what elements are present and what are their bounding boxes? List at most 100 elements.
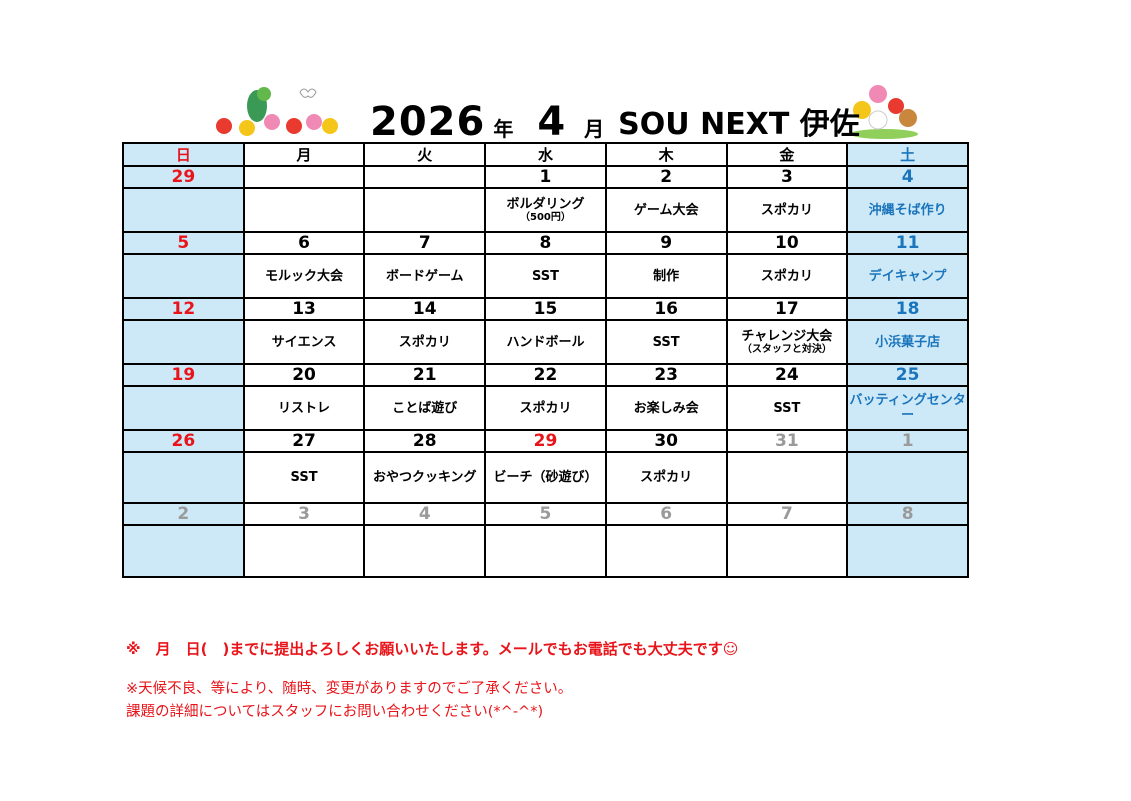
date-cell: 5 <box>484 502 607 526</box>
date-cell: 11 <box>846 231 969 255</box>
event-title: SST <box>652 334 680 350</box>
event-cell <box>725 524 849 578</box>
title-year: 2026 <box>370 99 486 145</box>
event-cell: SST <box>242 451 366 504</box>
event-cell: スポカリ <box>725 187 849 233</box>
date-cell: 27 <box>242 429 366 453</box>
event-title: バッティングセンター <box>849 393 966 423</box>
date-cell: 23 <box>604 363 728 387</box>
date-row: 29 1 2 3 4 <box>122 165 969 189</box>
date-cell: 4 <box>363 502 487 526</box>
date-cell: 3 <box>725 165 849 189</box>
date-cell: 26 <box>122 429 245 453</box>
event-cell <box>484 524 607 578</box>
tulips-animals-illustration <box>850 85 918 139</box>
event-cell: リストレ <box>242 385 366 431</box>
date-cell: 13 <box>242 297 366 321</box>
date-cell <box>363 165 487 189</box>
event-title: 小浜菓子店 <box>875 334 941 350</box>
event-cell: スポカリ <box>484 385 607 431</box>
event-cell <box>122 451 245 504</box>
date-cell: 7 <box>725 502 849 526</box>
date-cell: 3 <box>242 502 366 526</box>
event-title: モルック大会 <box>265 268 344 284</box>
event-cell: ボードゲーム <box>363 253 487 299</box>
date-cell: 14 <box>363 297 487 321</box>
event-cell: モルック大会 <box>242 253 366 299</box>
event-cell: スポカリ <box>363 319 487 365</box>
date-cell: 12 <box>122 297 245 321</box>
date-cell: 31 <box>725 429 849 453</box>
event-cell: おやつクッキング <box>363 451 487 504</box>
event-row: サイエンス スポカリ ハンドボール SST チャレンジ大会 （スタッフと対決） 小浜菓子店 <box>122 319 969 365</box>
event-subtitle: （500円） <box>520 212 571 223</box>
date-cell: 29 <box>484 429 607 453</box>
date-cell: 24 <box>725 363 849 387</box>
event-cell: SST <box>604 319 728 365</box>
event-cell: SST <box>725 385 849 431</box>
event-title: ゲーム大会 <box>633 202 699 218</box>
event-cell <box>122 187 245 233</box>
date-cell: 29 <box>122 165 245 189</box>
event-title: ハンドボール <box>506 334 585 350</box>
note-line-1: ※天候不良、等により、随時、変更がありますのでご了承ください。 <box>126 681 573 697</box>
event-cell: サイエンス <box>242 319 366 365</box>
event-row: ボルダリング （500円） ゲーム大会 スポカリ 沖縄そば作り <box>122 187 969 233</box>
date-cell: 15 <box>484 297 607 321</box>
event-title: デイキャンプ <box>868 268 947 284</box>
event-cell: ボルダリング （500円） <box>484 187 607 233</box>
event-cell: デイキャンプ <box>846 253 969 299</box>
event-row <box>122 524 969 578</box>
event-cell <box>122 524 245 578</box>
date-cell: 8 <box>846 502 969 526</box>
event-title: SST <box>531 268 559 284</box>
weekday-header: 木 <box>604 142 728 167</box>
event-title: スポカリ <box>760 202 813 218</box>
event-row: モルック大会 ボードゲーム SST 制作 スポカリ デイキャンプ <box>122 253 969 299</box>
event-cell: ビーチ（砂遊び） <box>484 451 607 504</box>
date-cell: 6 <box>242 231 366 255</box>
event-cell <box>122 253 245 299</box>
event-title: スポカリ <box>760 268 813 284</box>
weekday-header: 火 <box>363 142 487 167</box>
event-title: 制作 <box>653 268 680 284</box>
notes: ※天候不良、等により、随時、変更がありますのでご了承ください。 課題の詳細につい… <box>126 678 572 724</box>
event-cell <box>604 524 728 578</box>
date-cell: 2 <box>604 165 728 189</box>
date-cell: 1 <box>484 165 607 189</box>
date-cell: 8 <box>484 231 607 255</box>
event-cell: ゲーム大会 <box>604 187 728 233</box>
event-title: サイエンス <box>271 334 337 350</box>
note-line-2: 課題の詳細についてはスタッフにお問い合わせください(*^-^*) <box>126 704 544 720</box>
event-cell: スポカリ <box>725 253 849 299</box>
date-cell: 18 <box>846 297 969 321</box>
event-title: スポカリ <box>640 470 693 485</box>
date-cell: 6 <box>604 502 728 526</box>
event-title: リストレ <box>278 400 331 416</box>
event-cell <box>242 187 366 233</box>
event-cell: 沖縄そば作り <box>846 187 969 233</box>
date-cell: 1 <box>846 429 969 453</box>
date-row: 5 6 7 8 9 10 11 <box>122 231 969 255</box>
title-month-unit: 月 <box>584 117 605 141</box>
event-cell: SST <box>484 253 607 299</box>
weekday-header: 水 <box>484 142 607 167</box>
event-cell <box>122 385 245 431</box>
date-cell: 22 <box>484 363 607 387</box>
event-row: リストレ ことば遊び スポカリ お楽しみ会 SST バッティングセンター <box>122 385 969 431</box>
date-cell: 19 <box>122 363 245 387</box>
event-cell: バッティングセンター <box>846 385 969 431</box>
event-cell <box>242 524 366 578</box>
date-cell: 5 <box>122 231 245 255</box>
page-title: 2026 年 4 月 SOU NEXT 伊佐 <box>370 98 860 142</box>
event-cell: 小浜菓子店 <box>846 319 969 365</box>
tulips-caterpillar-illustration <box>216 87 338 136</box>
event-row: SST おやつクッキング ビーチ（砂遊び） スポカリ <box>122 451 969 504</box>
date-cell: 17 <box>725 297 849 321</box>
date-cell: 30 <box>604 429 728 453</box>
event-cell: スポカリ <box>604 451 728 504</box>
event-cell <box>363 187 487 233</box>
weekday-header: 金 <box>725 142 849 167</box>
date-cell: 10 <box>725 231 849 255</box>
